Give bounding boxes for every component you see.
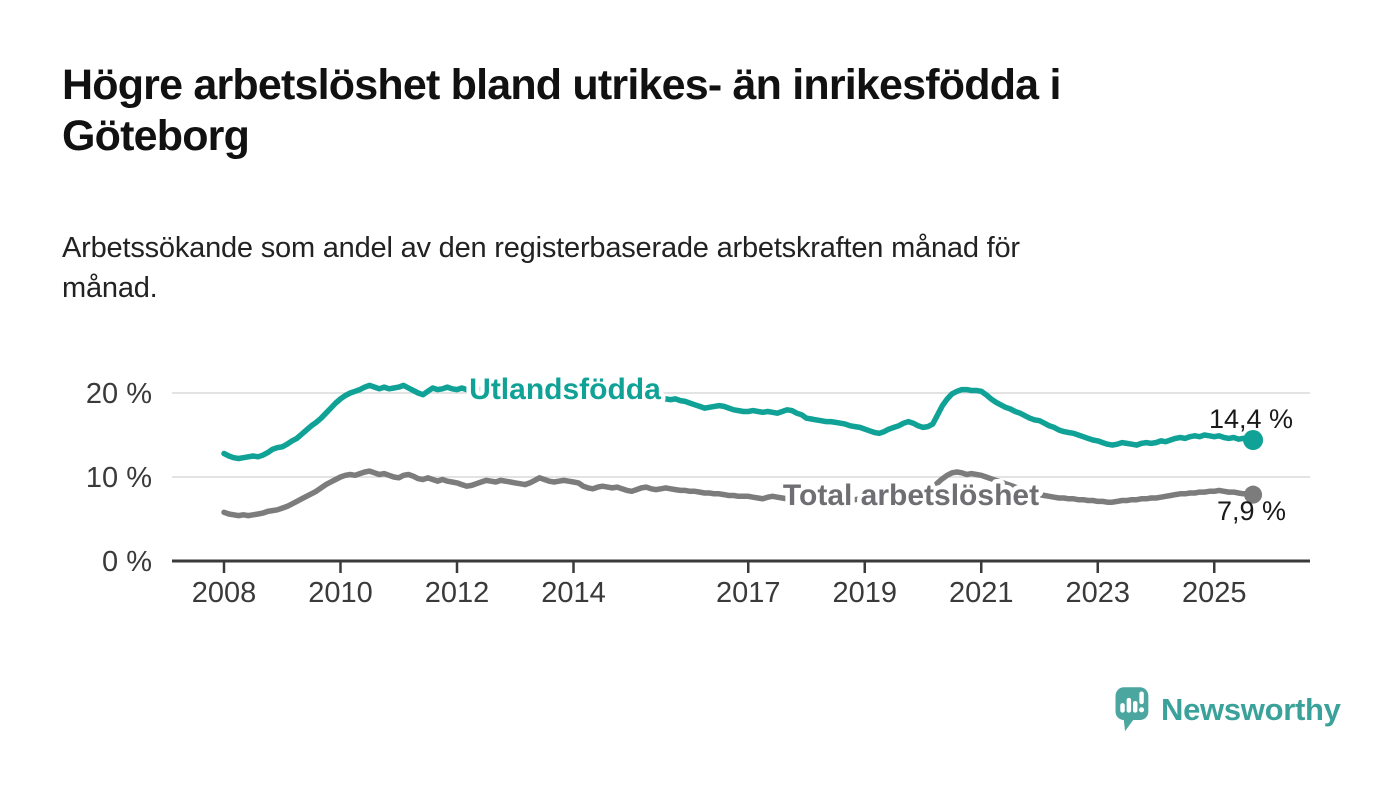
y-tick-label-20: 20 % bbox=[86, 378, 152, 410]
x-tick-label-2014: 2014 bbox=[541, 577, 606, 609]
end-value-label-total: 7,9 % bbox=[1217, 496, 1286, 526]
x-tick-label-2019: 2019 bbox=[832, 577, 897, 609]
x-tick-label-2008: 2008 bbox=[192, 577, 257, 609]
series-label-total: Total arbetslöshet bbox=[783, 479, 1039, 512]
x-tick-label-2021: 2021 bbox=[949, 577, 1014, 609]
newsworthy-icon bbox=[1115, 687, 1149, 732]
title-line-2: Göteborg bbox=[62, 112, 250, 160]
brand-name: Newsworthy bbox=[1161, 692, 1341, 727]
end-value-label-utlandsfodda: 14,4 % bbox=[1209, 404, 1293, 434]
x-tick-label-2017: 2017 bbox=[716, 577, 781, 609]
x-tick-label-2010: 2010 bbox=[308, 577, 373, 609]
y-tick-label-10: 10 % bbox=[86, 462, 152, 494]
chart-subtitle: Arbetssökande som andel av den registerb… bbox=[62, 228, 1020, 308]
x-tick-label-2025: 2025 bbox=[1182, 577, 1247, 609]
subtitle-line-2: månad. bbox=[62, 272, 158, 304]
title-line-1: Högre arbetslöshet bland utrikes- än inr… bbox=[62, 61, 1061, 109]
page-title: Högre arbetslöshet bland utrikes- än inr… bbox=[62, 60, 1061, 162]
end-dot-total bbox=[1244, 485, 1263, 504]
end-dot-utlandsfodda bbox=[1243, 430, 1264, 451]
x-tick-label-2012: 2012 bbox=[425, 577, 490, 609]
series-label-utlandsfodda: Utlandsfödda bbox=[469, 373, 661, 406]
series-line-utlandsfodda bbox=[221, 382, 1256, 462]
series-line-total bbox=[221, 468, 1256, 519]
x-tick-label-2023: 2023 bbox=[1065, 577, 1130, 609]
subtitle-line-1: Arbetssökande som andel av den registerb… bbox=[62, 232, 1020, 264]
newsworthy-logo: Newsworthy bbox=[1115, 684, 1341, 736]
y-tick-label-0: 0 % bbox=[102, 546, 152, 578]
